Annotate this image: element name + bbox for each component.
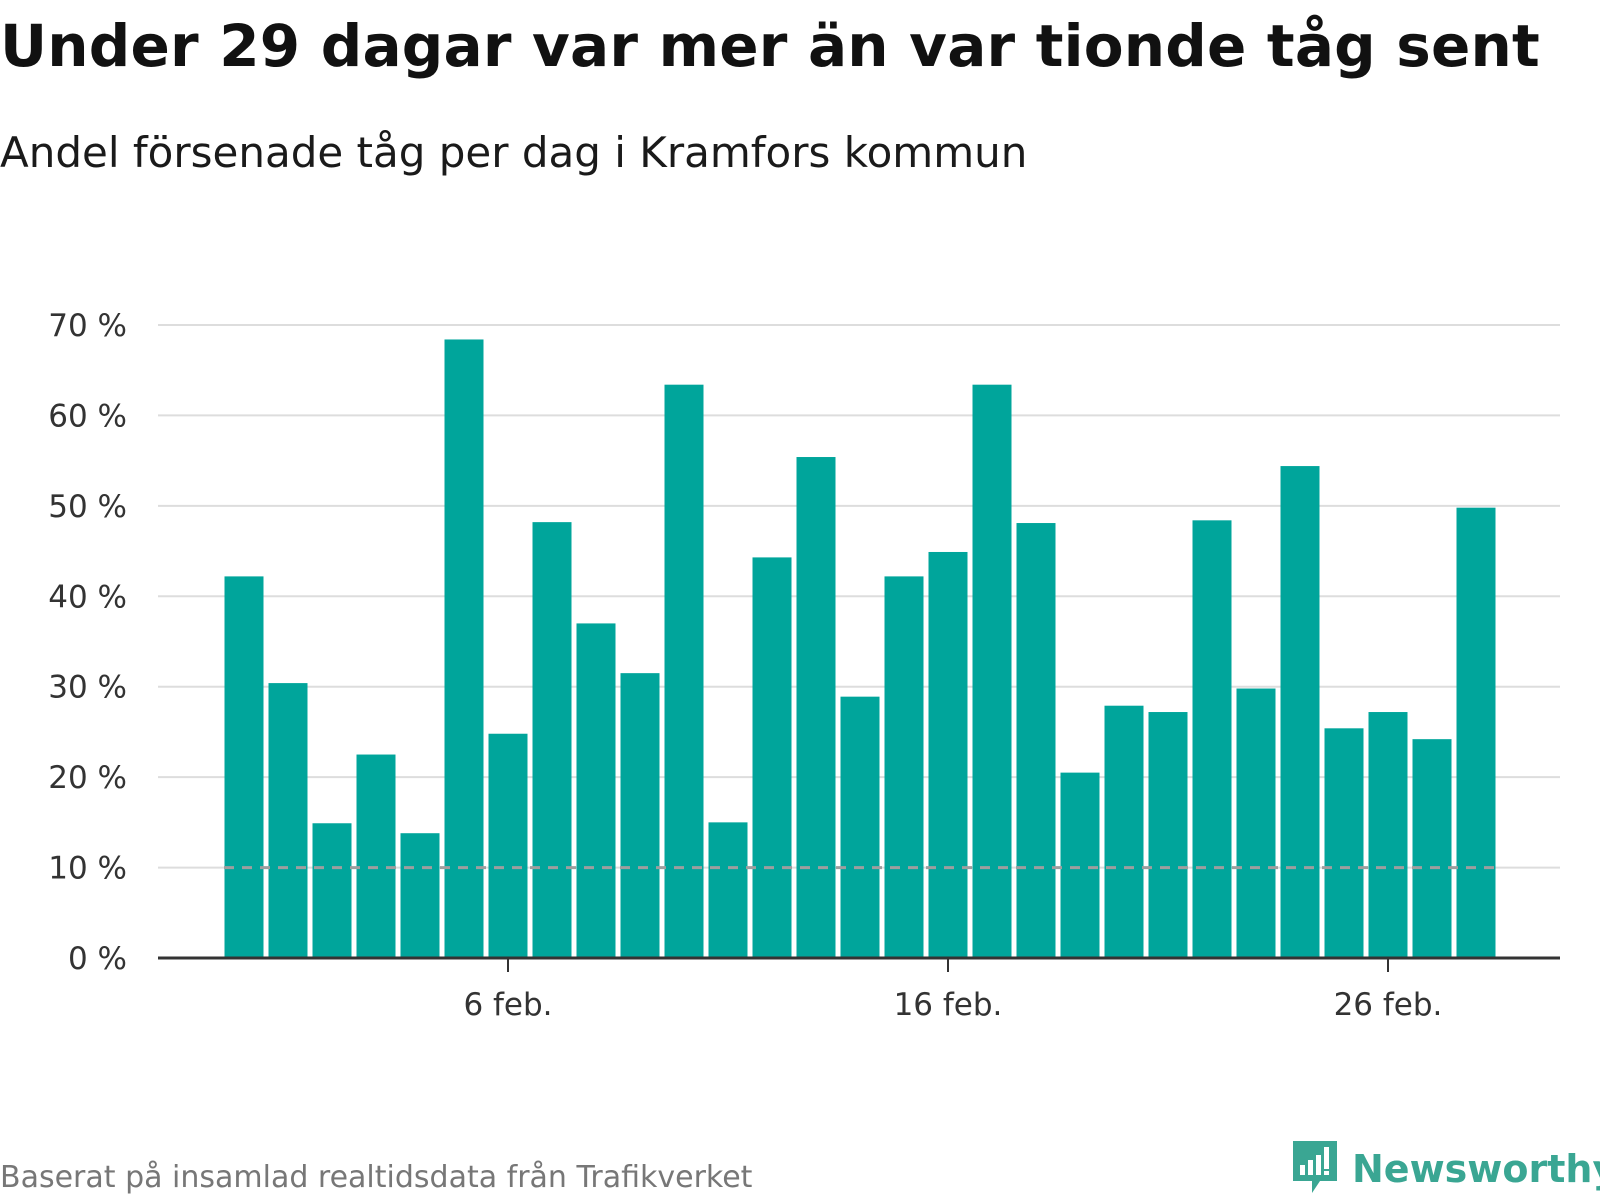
bar	[796, 457, 836, 958]
bar	[840, 696, 880, 958]
bars	[224, 339, 1496, 958]
brand-name: Newsworthy	[1352, 1147, 1600, 1191]
bar	[1192, 520, 1232, 958]
bar	[928, 551, 968, 958]
source-note: Baserat på insamlad realtidsdata från Tr…	[0, 1160, 753, 1195]
y-tick-label: 60 %	[48, 398, 127, 434]
bar	[1280, 466, 1320, 958]
y-axis-labels: 0 % 10 % 20 % 30 % 40 % 50 % 60 % 70 %	[48, 308, 127, 977]
bar	[708, 822, 748, 958]
y-tick-label: 50 %	[48, 489, 127, 525]
bar	[532, 522, 572, 958]
bar	[1236, 688, 1276, 958]
bar	[268, 683, 308, 958]
bar	[884, 576, 924, 958]
bar	[1368, 712, 1408, 958]
bar	[664, 384, 704, 958]
y-tick-label: 20 %	[48, 760, 127, 796]
bar	[444, 339, 484, 958]
y-tick-label: 30 %	[48, 670, 127, 706]
bar	[620, 673, 660, 958]
x-tick-label: 16 feb.	[894, 987, 1003, 1023]
bar	[1412, 739, 1452, 958]
bar	[224, 576, 264, 958]
bar-chart: 0 % 10 % 20 % 30 % 40 % 50 % 60 % 70 % 6 feb. 16…	[48, 308, 1560, 1023]
bar	[1060, 772, 1100, 958]
bar	[1324, 728, 1364, 958]
x-tick-label: 6 feb.	[463, 987, 552, 1023]
bar	[1148, 712, 1188, 958]
bar	[752, 557, 792, 958]
chart-title: Under 29 dagar var mer än var tionde tåg…	[0, 12, 1540, 80]
y-tick-label: 0 %	[68, 941, 127, 977]
y-tick-label: 70 %	[48, 308, 127, 344]
x-tick-label: 26 feb.	[1334, 987, 1443, 1023]
bar	[1456, 507, 1496, 958]
bar	[972, 384, 1012, 958]
y-tick-label: 40 %	[48, 579, 127, 615]
bar	[1104, 705, 1144, 958]
chart-subtitle: Andel försenade tåg per dag i Kramfors k…	[0, 128, 1028, 177]
newsworthy-logo-icon	[1293, 1141, 1337, 1193]
bar	[1016, 523, 1056, 958]
brand[interactable]: Newsworthy	[1290, 1138, 1600, 1200]
bar	[488, 733, 528, 958]
bar	[356, 754, 396, 958]
x-axis: 6 feb. 16 feb. 26 feb.	[158, 956, 1560, 1023]
y-tick-label: 10 %	[48, 851, 127, 887]
bar	[400, 833, 440, 958]
bar	[312, 823, 352, 958]
bar	[576, 623, 616, 958]
